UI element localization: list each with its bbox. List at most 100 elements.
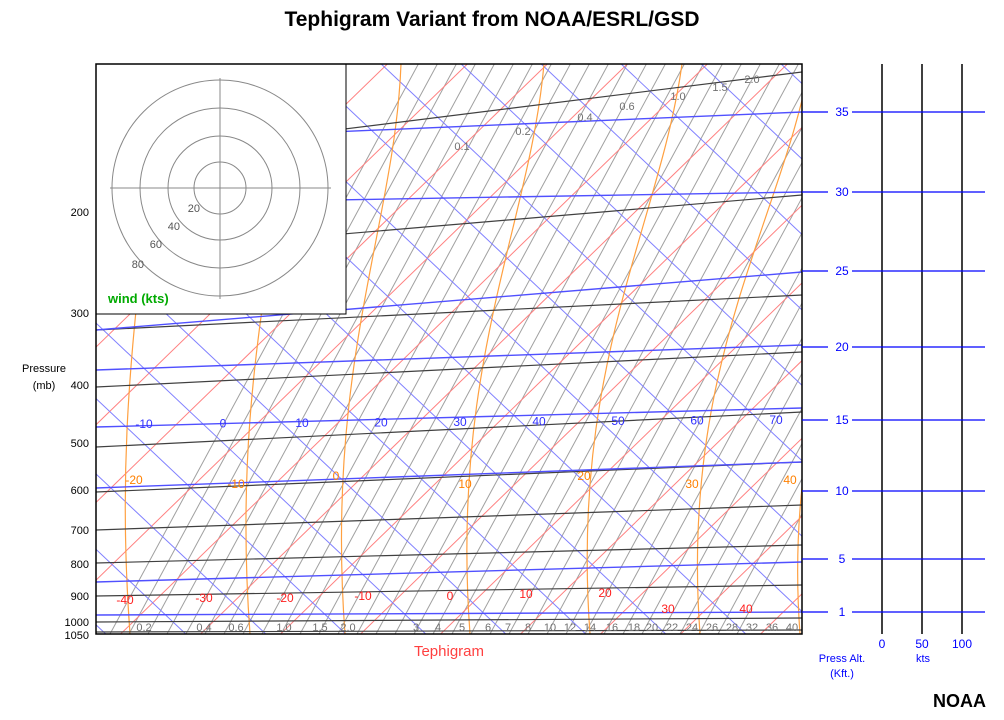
mixing-ratio-bottom-label: 5	[459, 622, 465, 634]
dry-adiabat-label: 40	[739, 602, 753, 616]
plot-frame	[95, 63, 803, 635]
dry-adiabat-label: 0	[447, 589, 454, 603]
pressure-tick-label: 600	[71, 485, 89, 497]
pressure-tick-label: 900	[71, 591, 89, 603]
isotherm-line	[380, 64, 802, 462]
mixing-ratio-line	[261, 64, 571, 634]
wind-speed-tick-label: 100	[952, 637, 972, 651]
mixing-ratio-line	[413, 64, 723, 634]
pressure-tick-label: 400	[71, 380, 89, 392]
mixing-ratio-bottom-label: 20	[646, 622, 658, 634]
pressure-tick-label: 1050	[65, 630, 89, 642]
pressure-tick-label: 500	[71, 438, 89, 450]
moist-adiabat-label: -10	[227, 477, 245, 491]
mixing-ratio-top-label: 0.2	[515, 126, 530, 138]
moist-adiabat-label: 10	[458, 477, 472, 491]
pressure-axis-unit: (mb)	[33, 380, 56, 392]
wind-speed-axis-label: kts	[916, 653, 931, 665]
mixing-ratio-bottom-label: 24	[686, 622, 698, 634]
isobar-line	[96, 617, 802, 623]
mixing-ratio-line	[527, 126, 802, 634]
isotherm-line	[300, 64, 802, 537]
mixing-ratio-line	[223, 64, 533, 634]
pressure-axis-label: Pressure	[22, 363, 66, 375]
altitude-tick-label: 20	[835, 340, 849, 354]
mixing-ratio-bottom-label: 12	[564, 622, 576, 634]
mixing-ratio-line	[584, 231, 802, 634]
wind-ring-label: 60	[150, 239, 162, 251]
moist-adiabat-label: 40	[783, 473, 797, 487]
dry-adiabat-line	[519, 359, 802, 634]
isotherm-label: 60	[690, 414, 704, 428]
pressure-tick-label: 300	[71, 308, 89, 320]
dry-adiabat-line	[599, 437, 802, 634]
dry-adiabat-label: -40	[116, 593, 134, 607]
moist-adiabat-label: 0	[333, 469, 340, 483]
isobar-line	[96, 544, 802, 564]
dry-adiabat-line	[820, 0, 1004, 654]
mixing-ratio-line	[660, 372, 802, 634]
mixing-ratio-line	[356, 64, 666, 634]
isobar-line	[96, 629, 802, 633]
isotherm-line	[540, 64, 802, 311]
mixing-ratio-bottom-label: 26	[706, 622, 718, 634]
mixing-ratio-line	[432, 64, 742, 634]
isotherm-line	[96, 322, 427, 634]
mixing-ratio-line	[280, 64, 590, 634]
x-axis-label: Tephigram	[414, 643, 484, 660]
mixing-ratio-line	[242, 64, 552, 634]
mixing-ratio-bottom-label: 32	[746, 622, 758, 634]
isotherm-label: 10	[295, 416, 309, 430]
dry-adiabat-line	[980, 0, 1004, 654]
moist-adiabat-line	[340, 64, 402, 634]
chart-title: Tephigram Variant from NOAA/ESRL/GSD	[284, 8, 700, 31]
isotherm-label: 0	[220, 417, 227, 431]
wind-inset-label: wind (kts)	[107, 291, 169, 306]
mixing-ratio-bottom-label: 36	[766, 622, 778, 634]
isobar-line	[96, 351, 802, 388]
isobar-line	[96, 294, 802, 331]
isotherm-line	[460, 64, 802, 387]
isotherm-line	[700, 64, 802, 160]
pressure-tick-label: 1000	[65, 617, 89, 629]
mixing-ratio-line	[470, 64, 780, 634]
dry-adiabat-label: -30	[195, 591, 213, 605]
moist-adiabat-line	[466, 64, 545, 634]
altitude-axis-label-line2: (Kft.)	[830, 668, 854, 680]
mixing-ratio-line	[166, 64, 476, 634]
mixing-ratio-line	[679, 407, 802, 634]
altitude-line	[96, 561, 802, 583]
isotherm-label: 40	[532, 415, 546, 429]
moist-adiabat-label: 30	[685, 477, 699, 491]
mixing-ratio-top-label: 0.1	[454, 141, 469, 153]
mixing-ratio-bottom-label: 1.5	[312, 622, 327, 634]
wind-ring-label: 40	[168, 221, 180, 233]
altitude-tick-label: 10	[835, 484, 849, 498]
wind-speed-tick-label: 50	[915, 637, 929, 651]
mixing-ratio-line	[565, 196, 802, 634]
moist-adiabat-label: -20	[125, 473, 143, 487]
mixing-ratio-bottom-label: 40	[786, 622, 798, 634]
dry-adiabat-line	[96, 64, 629, 581]
isotherm-label: 50	[611, 414, 625, 428]
mixing-ratio-bottom-label: 3	[413, 622, 419, 634]
mixing-ratio-top-label: 1.0	[670, 91, 685, 103]
mixing-ratio-bottom-label: 18	[628, 622, 640, 634]
mixing-ratio-line	[147, 64, 457, 634]
mixing-ratio-top-label: 0.4	[577, 112, 592, 124]
wind-speed-tick-label: 0	[879, 637, 886, 651]
dry-adiabat-label: 30	[661, 602, 675, 616]
mixing-ratio-bottom-label: 8	[525, 622, 531, 634]
mixing-ratio-top-label: 0.6	[619, 101, 634, 113]
mixing-ratio-line	[546, 161, 802, 634]
isotherm-line	[96, 397, 347, 634]
mixing-ratio-line	[603, 266, 802, 634]
mixing-ratio-bottom-label: 0.6	[228, 622, 243, 634]
moist-adiabat-line	[796, 481, 802, 634]
isotherm-line	[0, 44, 20, 704]
pressure-tick-label: 200	[71, 207, 89, 219]
mixing-ratio-bottom-label: 10	[544, 622, 556, 634]
altitude-tick-label: 25	[835, 264, 849, 278]
mixing-ratio-line	[698, 442, 802, 634]
